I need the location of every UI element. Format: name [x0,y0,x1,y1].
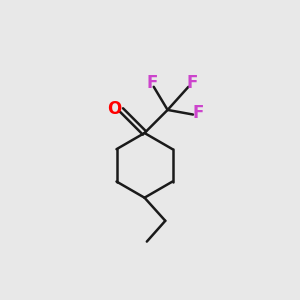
Text: F: F [187,74,198,92]
Text: F: F [147,74,158,92]
Text: F: F [192,104,204,122]
Text: O: O [107,100,122,118]
